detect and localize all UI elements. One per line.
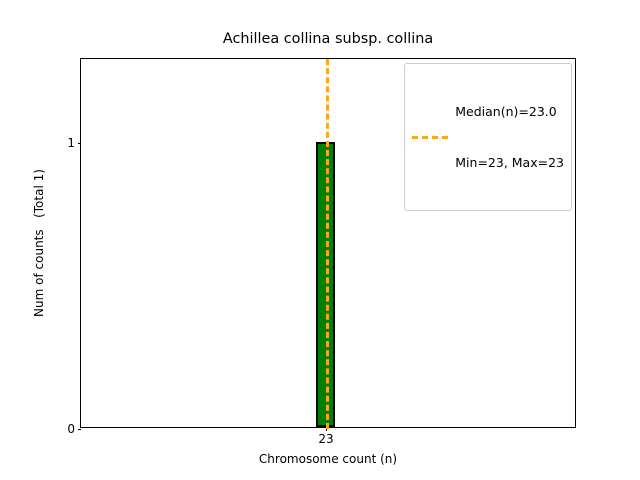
median-line (326, 59, 329, 429)
y-axis-label: Num of counts (Total 1) (32, 169, 46, 317)
legend-text: Median(n)=23.0 Min=23, Max=23 (455, 69, 564, 205)
plot-area: 0 1 23 Median(n)=23.0 Min=23, Max=23 (67, 58, 576, 446)
ytick-label-0: 0 (67, 422, 75, 436)
chart-title: Achillea collina subsp. collina (222, 31, 434, 47)
dashed-line-icon (412, 135, 449, 139)
ytick-label-1: 1 (67, 136, 75, 150)
x-axis-label: Chromosome count (n) (258, 452, 398, 466)
xtick-label-23: 23 (318, 432, 334, 446)
bar-23 (316, 142, 335, 427)
ytick-mark-0 (77, 429, 81, 430)
legend: Median(n)=23.0 Min=23, Max=23 (404, 63, 572, 211)
legend-entry-minmax: Min=23, Max=23 (455, 155, 564, 170)
ytick-mark-1 (77, 143, 81, 144)
legend-entry-median: Median(n)=23.0 (455, 104, 557, 119)
